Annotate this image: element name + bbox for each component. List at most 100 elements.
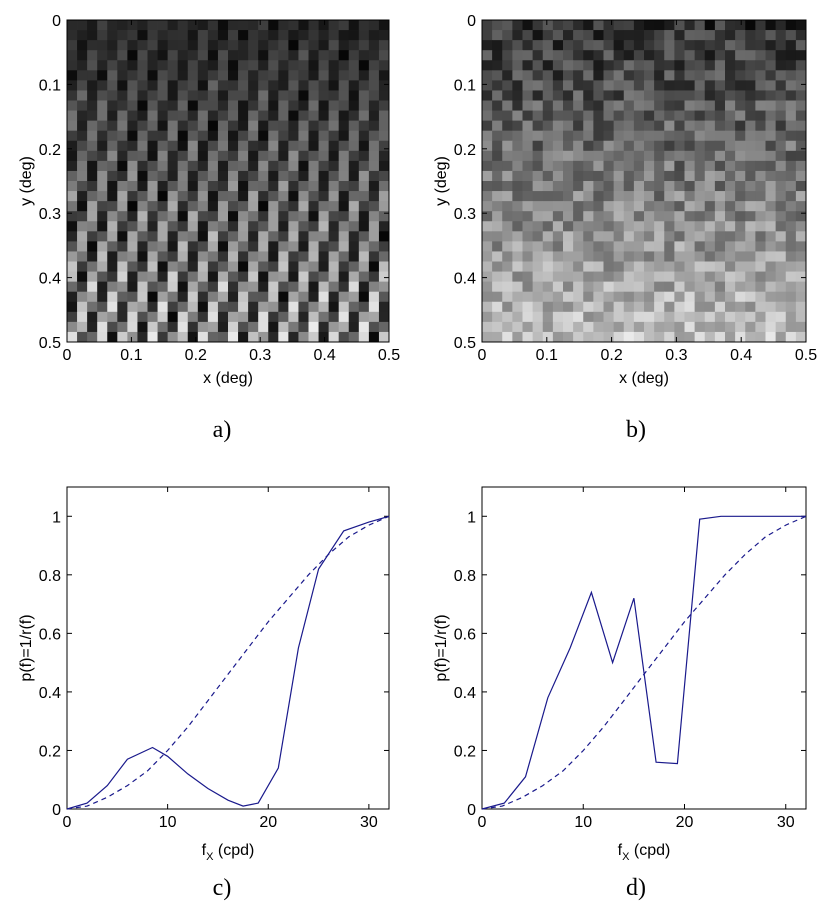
heatmap-cell (147, 281, 158, 293)
heatmap-cell (248, 231, 259, 242)
heatmap-cell (745, 140, 756, 152)
heatmap-cell (704, 201, 716, 212)
heatmap-cell (785, 60, 797, 71)
heatmap-cell (532, 140, 544, 152)
heatmap-cell (563, 241, 574, 252)
heatmap-cell (654, 30, 665, 41)
heatmap-cell (268, 261, 279, 272)
heatmap-cell (368, 40, 380, 51)
heatmap-cell (694, 70, 706, 81)
heatmap-cell (542, 291, 554, 303)
heatmap-cell (532, 70, 544, 81)
heatmap-cell (67, 211, 78, 222)
heatmap-cell (502, 201, 513, 212)
heatmap-cell (308, 100, 319, 111)
heatmap-cell (704, 140, 716, 152)
heatmap-cell (117, 170, 128, 182)
heatmap-cell (238, 140, 249, 152)
heatmap-cell (328, 201, 340, 212)
heatmap-cell (532, 201, 544, 212)
heatmap-cell (654, 70, 665, 81)
heatmap-cell (97, 50, 108, 61)
heatmap-cell (512, 321, 523, 333)
heatmap-cell (522, 211, 534, 222)
heatmap-cell (583, 90, 594, 101)
heatmap-cell (755, 331, 766, 343)
heatmap-cell (288, 301, 299, 313)
heatmap-cell (694, 321, 706, 333)
heatmap-cell (87, 291, 98, 303)
heatmap-cell (177, 60, 189, 71)
heatmap-cell (684, 100, 696, 111)
heatmap-cell (348, 60, 360, 71)
heatmap-cell (67, 90, 78, 101)
heatmap-cell (248, 291, 259, 303)
heatmap-cell (348, 130, 360, 142)
heatmap-cell (328, 241, 340, 252)
heatmap-cell (532, 50, 544, 61)
heatmap-cell (228, 170, 239, 182)
heatmap-cell (633, 130, 645, 142)
heatmap-cell (177, 261, 189, 272)
heatmap-cell (563, 20, 574, 31)
heatmap-cell (603, 60, 615, 71)
heatmap-cell (67, 130, 78, 142)
heatmap-cell (674, 80, 685, 91)
heatmap-cell (137, 221, 148, 232)
heatmap-cell (482, 271, 493, 283)
heatmap-cell (623, 130, 635, 142)
heatmap-cell (482, 261, 493, 272)
heatmap-cell (573, 261, 584, 272)
heatmap-cell (217, 271, 229, 283)
heatmap-cell (725, 241, 736, 252)
heatmap-cell (492, 150, 503, 162)
heatmap-cell (97, 291, 108, 303)
heatmap-cell (107, 301, 118, 313)
heatmap-cell (714, 80, 726, 91)
heatmap-cell (522, 30, 534, 41)
heatmap-cell (704, 231, 716, 242)
heatmap-cell (633, 90, 645, 101)
heatmap-cell (755, 321, 766, 333)
heatmap-cell (583, 221, 594, 232)
heatmap-cell (358, 281, 370, 293)
heatmap-cell (482, 80, 493, 91)
x-tick-label: 0.3 (665, 347, 687, 364)
heatmap-cell (238, 50, 249, 61)
heatmap-cell (147, 160, 158, 172)
heatmap-cell (542, 191, 554, 202)
heatmap-cell (107, 211, 118, 222)
heatmap-cell (532, 40, 544, 51)
heatmap-cell (725, 20, 736, 31)
heatmap-cell (137, 50, 148, 61)
heatmap-cell (725, 201, 736, 212)
heatmap-cell (107, 140, 118, 152)
heatmap-cell (532, 150, 544, 162)
heatmap-cell (378, 90, 390, 101)
heatmap-cell (522, 181, 534, 192)
heatmap-cell (167, 271, 179, 283)
heatmap-cell (573, 40, 584, 51)
heatmap-cell (147, 201, 158, 212)
x-axis-label-main: f (618, 842, 623, 859)
heatmap-cell (197, 120, 209, 132)
heatmap-cell (552, 331, 564, 343)
heatmap-cell (278, 100, 289, 111)
heatmap-cell (127, 70, 138, 81)
heatmap-cell (583, 40, 594, 51)
heatmap-cell (725, 160, 736, 172)
heatmap-cell (207, 120, 219, 132)
heatmap-cell (157, 120, 169, 132)
heatmap-cell (328, 170, 340, 182)
heatmap-cell (167, 50, 179, 61)
heatmap-cell (137, 211, 148, 222)
x-tick-label: 0.1 (120, 347, 142, 364)
heatmap-cell (502, 291, 513, 303)
heatmap-cell (664, 40, 675, 51)
heatmap-cell (238, 291, 249, 303)
heatmap-cell (573, 221, 584, 232)
heatmap-cell (268, 80, 279, 91)
heatmap-cell (137, 291, 148, 303)
heatmap-cell (268, 311, 279, 323)
y-tick-label: 0.4 (454, 685, 476, 702)
